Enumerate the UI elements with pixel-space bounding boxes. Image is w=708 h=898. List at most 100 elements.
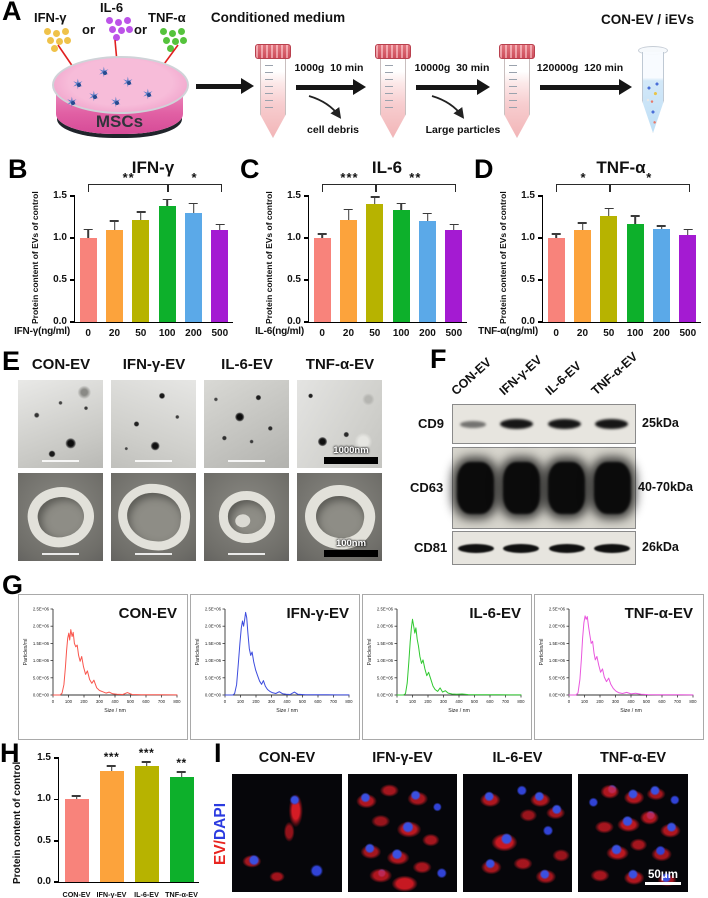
error-bar [75, 795, 78, 800]
e-column-label: IL-6-EV [221, 356, 273, 373]
bar [313, 238, 331, 322]
y-tick-label: 0.5 [37, 834, 51, 846]
y-tick [54, 757, 59, 759]
panel-letter-e: E [2, 346, 21, 376]
fluorescence-image-con [232, 774, 342, 892]
or-label-2: or [134, 22, 147, 37]
cell-debris-label: cell debris [307, 124, 359, 136]
svg-text:800: 800 [689, 699, 697, 704]
svg-text:2.5E+06: 2.5E+06 [33, 607, 50, 612]
svg-text:600: 600 [142, 699, 150, 704]
svg-text:300: 300 [440, 699, 448, 704]
svg-text:100: 100 [581, 699, 589, 704]
x-tick-label: 0 [553, 328, 559, 339]
x-tick-label: 200 [419, 328, 436, 339]
svg-text:200: 200 [596, 699, 604, 704]
y-tick [304, 279, 309, 281]
x-tick-label: 50 [603, 328, 615, 339]
dish-top: ✶ ✶ ✶ ✶ ✶ ✶ ✶ [52, 56, 189, 114]
svg-text:0: 0 [396, 699, 399, 704]
centrifuge-step-3: 120000g 120 min [536, 62, 624, 74]
error-bar [687, 228, 689, 236]
fluorescence-image-tnf: 50μm [578, 774, 688, 892]
x-tick-label: CON-EV [62, 890, 91, 898]
nta-title: CON-EV [118, 605, 177, 622]
y-axis-label: Protein content of EVs of control [30, 191, 40, 324]
significance-stars: *** [138, 746, 155, 761]
flow-arrow-2 [296, 79, 366, 95]
discard-arrow-1 [308, 95, 342, 119]
tem-image-vesicle-il6 [204, 473, 289, 561]
bar [158, 206, 176, 322]
svg-text:600: 600 [314, 699, 322, 704]
bar [185, 212, 202, 322]
nta-plot-svg: 0 100 200 300 400 500 600 700 800 0.0E+00 5.0E+05 1… [367, 607, 525, 715]
significance-bracket: * [608, 170, 690, 192]
blot-cd9 [452, 404, 636, 444]
y-tick [538, 279, 543, 281]
x-tick-label: IL-6-EV [134, 890, 159, 898]
cytokine-label-il6: IL-6 [100, 0, 124, 15]
e-column-label: TNF-α-EV [305, 356, 375, 373]
bar [547, 238, 565, 322]
error-bar [219, 223, 221, 231]
bar [134, 766, 159, 882]
svg-text:200: 200 [252, 699, 260, 704]
panel-letter-i: I [214, 738, 222, 768]
blot-marker-cd9: CD9 [418, 416, 445, 431]
y-tick-label: 1.0 [37, 793, 51, 805]
plot-area: 0.0 0.5 1.0 1.5 0 20 50 100 200 500 * * [521, 170, 701, 339]
error-bar [555, 232, 557, 238]
y-axis-label: Protein content of EVs of control [498, 191, 508, 324]
svg-text:500: 500 [127, 699, 135, 704]
tem-image-vesicle-ifn [111, 473, 196, 561]
plot-area: 0.0 0.5 1.0 1.5 CON-EV *** IFN-γ-EV *** IL-6-EV *… [37, 746, 199, 898]
svg-text:200: 200 [80, 699, 88, 704]
dapi-label-blue: DAPI [212, 802, 229, 841]
svg-text:600: 600 [658, 699, 666, 704]
significance-label: *** [340, 170, 359, 185]
chart-tnf-dose: TNF-α Protein content of EVs of control 0.… [476, 158, 702, 356]
error-bar [166, 198, 168, 207]
bar [366, 203, 384, 322]
error-bar [581, 222, 584, 230]
bar [211, 230, 229, 322]
f-column-label: CON-EV [448, 355, 495, 398]
error-bar [192, 202, 195, 213]
svg-text:2.5E+06: 2.5E+06 [205, 607, 222, 612]
svg-text:1.0E+06: 1.0E+06 [205, 658, 222, 663]
y-tick [70, 321, 75, 323]
significance-label: * [580, 170, 587, 185]
bar [679, 235, 697, 322]
y-tick-label: 0.5 [287, 274, 301, 285]
y-tick [54, 881, 59, 883]
svg-text:100: 100 [237, 699, 245, 704]
bar [79, 238, 97, 322]
y-tick-label: 1.5 [37, 752, 51, 763]
error-bar [660, 225, 663, 229]
svg-text:800: 800 [173, 699, 181, 704]
y-tick [304, 237, 309, 239]
svg-text:1.5E+06: 1.5E+06 [205, 641, 222, 646]
dish-label: MSCs [95, 112, 144, 131]
nta-title: IFN-γ-EV [286, 605, 349, 622]
svg-text:Size / nm: Size / nm [276, 708, 298, 714]
svg-text:1.0E+06: 1.0E+06 [549, 658, 566, 663]
svg-text:100: 100 [65, 699, 73, 704]
bar [574, 229, 591, 322]
y-tick-label: 1.5 [287, 190, 301, 201]
i-column-label: IL-6-EV [492, 750, 543, 766]
ev-label-red: EV/ [212, 840, 229, 866]
svg-text:100: 100 [409, 699, 417, 704]
tem-image-wide-ifn [111, 380, 196, 468]
blot-size-cd81: 26kDa [642, 540, 679, 554]
cytokine-dots-ifn [44, 28, 51, 35]
tem-image-wide-tnf: 1000nm [297, 380, 382, 468]
nta-title: IL-6-EV [469, 605, 521, 622]
flow-arrow-1 [196, 78, 254, 94]
bar [419, 221, 436, 322]
svg-text:300: 300 [268, 699, 276, 704]
ev-tube [638, 46, 668, 133]
y-tick-label: 0.5 [521, 274, 535, 285]
error-bar [321, 232, 323, 238]
